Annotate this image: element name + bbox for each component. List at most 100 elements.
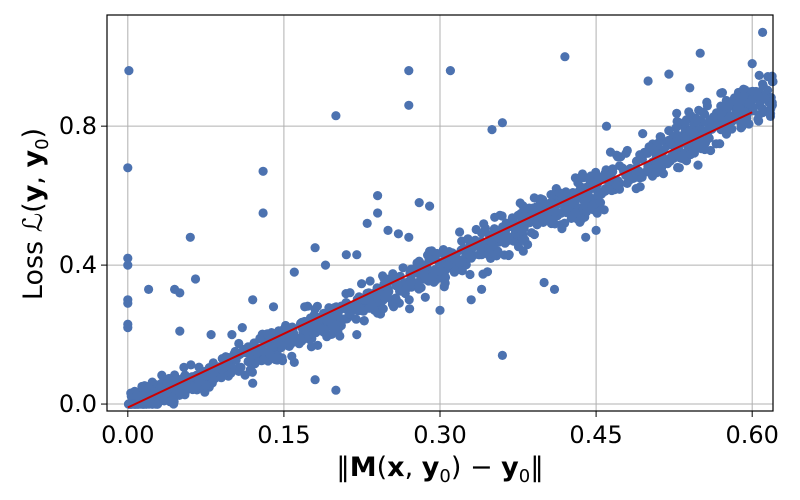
- data-point: [152, 399, 162, 409]
- data-point: [398, 263, 408, 273]
- data-point: [518, 246, 528, 256]
- data-point: [322, 332, 332, 342]
- data-point: [362, 218, 372, 228]
- data-point: [644, 142, 654, 152]
- data-point: [635, 150, 645, 160]
- data-point: [341, 250, 351, 260]
- data-point: [300, 302, 310, 312]
- data-point: [595, 198, 606, 208]
- data-point: [144, 284, 154, 294]
- data-point: [579, 173, 589, 183]
- data-point: [344, 309, 354, 319]
- data-point: [582, 207, 592, 217]
- x-title-x: x: [387, 452, 404, 483]
- data-point: [605, 147, 616, 157]
- data-point: [546, 190, 556, 200]
- data-point: [735, 103, 745, 113]
- data-point: [248, 295, 258, 305]
- data-point: [123, 253, 133, 263]
- data-point: [425, 246, 435, 256]
- data-point: [758, 81, 768, 91]
- data-point: [579, 196, 589, 207]
- data-point: [726, 97, 737, 107]
- y-tick-label: 0.8: [59, 112, 97, 140]
- data-point: [694, 105, 704, 115]
- data-point: [289, 267, 299, 277]
- data-point: [753, 91, 763, 101]
- data-point: [268, 302, 279, 312]
- data-point: [557, 224, 567, 234]
- data-point: [527, 228, 537, 238]
- data-point: [538, 215, 548, 225]
- data-point: [412, 258, 422, 268]
- data-point: [692, 114, 702, 124]
- data-point: [570, 208, 580, 218]
- x-tick-label: 0.45: [569, 421, 622, 449]
- data-point: [738, 84, 749, 94]
- data-point: [190, 274, 201, 284]
- data-point: [389, 302, 399, 312]
- data-point: [310, 375, 320, 385]
- x-axis-title: ‖M(x, y0) − y0‖: [336, 452, 543, 487]
- data-point: [674, 163, 684, 173]
- data-point: [573, 178, 583, 188]
- data-point: [760, 93, 770, 104]
- data-point: [414, 198, 424, 208]
- data-point: [466, 295, 476, 305]
- x-title-comma: ,: [405, 452, 422, 483]
- data-point: [685, 83, 695, 93]
- data-point: [123, 298, 133, 308]
- x-axis-ticks: 0.00 0.15 0.30 0.45 0.60: [101, 411, 779, 449]
- data-point: [351, 314, 361, 324]
- data-point: [419, 270, 429, 280]
- data-point: [420, 292, 430, 302]
- data-point: [328, 322, 338, 332]
- data-point: [331, 111, 341, 121]
- data-point: [289, 357, 299, 367]
- y-title-script-L: ℒ: [18, 213, 49, 232]
- data-point: [634, 166, 644, 176]
- data-point: [295, 333, 305, 343]
- y-tick-label: 0.4: [59, 251, 97, 279]
- data-point: [234, 338, 244, 349]
- data-point: [465, 269, 475, 280]
- data-point: [123, 323, 133, 333]
- y-title-paren-open: (: [18, 202, 49, 213]
- x-title-paren-open: (: [377, 452, 388, 483]
- data-point: [438, 245, 448, 255]
- data-point: [157, 370, 167, 380]
- x-tick-label: 0.00: [101, 421, 154, 449]
- data-point: [672, 108, 682, 118]
- data-point: [391, 293, 401, 303]
- data-point: [383, 274, 393, 284]
- data-point: [531, 202, 541, 212]
- x-tick-label: 0.15: [257, 421, 310, 449]
- x-title-paren-close: ): [451, 452, 462, 483]
- data-point: [658, 169, 669, 179]
- data-point: [753, 114, 763, 124]
- data-point: [635, 182, 645, 192]
- data-point: [497, 118, 507, 128]
- data-point: [373, 191, 383, 201]
- data-point: [315, 324, 325, 334]
- data-point: [643, 76, 653, 86]
- data-point: [590, 169, 601, 179]
- data-point: [413, 277, 423, 287]
- data-point: [539, 277, 549, 288]
- data-point: [365, 276, 375, 286]
- data-point: [123, 260, 133, 270]
- data-point: [186, 360, 196, 370]
- data-point: [560, 52, 570, 62]
- data-point: [643, 163, 653, 173]
- data-point: [216, 373, 226, 383]
- data-point: [175, 326, 185, 336]
- data-point: [701, 135, 711, 145]
- data-point: [477, 250, 487, 260]
- data-point: [591, 225, 601, 235]
- data-point: [443, 260, 453, 270]
- data-point: [652, 162, 662, 173]
- data-point: [581, 232, 591, 242]
- data-point: [651, 148, 661, 158]
- data-point: [680, 118, 691, 128]
- y-tick-label: 0.0: [59, 390, 97, 418]
